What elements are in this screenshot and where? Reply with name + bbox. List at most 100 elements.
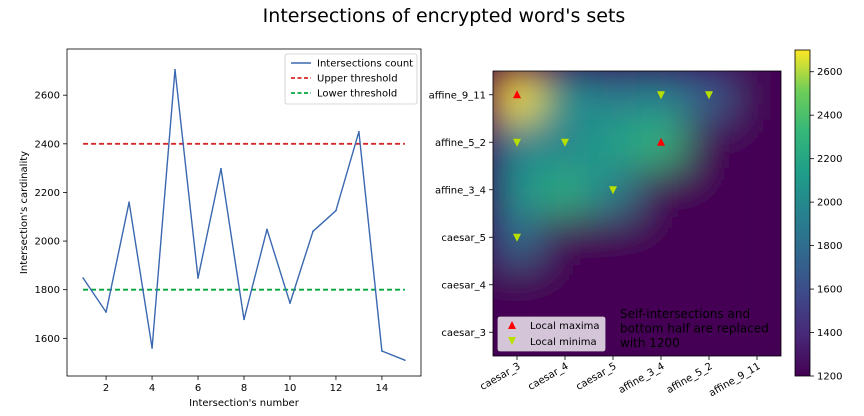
legend-minima-marker bbox=[508, 337, 516, 345]
intersections-count-point bbox=[128, 201, 130, 203]
local-minimum-marker bbox=[561, 138, 569, 147]
heatmap-cell bbox=[684, 260, 734, 310]
legend-label-upper: Upper threshold bbox=[317, 74, 398, 85]
line-xtick-label: 12 bbox=[330, 383, 343, 394]
heatmap-cell bbox=[684, 307, 734, 356]
heatmap-cell bbox=[493, 165, 542, 215]
colorbar-tick-label: 1600 bbox=[817, 285, 842, 296]
heatmap-annotation-line: bottom half are replaced bbox=[620, 322, 769, 336]
heatmap-ytick-label: affine_9_11 bbox=[429, 90, 486, 101]
heatmap-ytick-label: affine_3_4 bbox=[435, 185, 486, 196]
legend-label-minima: Local minima bbox=[530, 337, 597, 348]
heatmap-annotation-line: Self-intersections and bbox=[620, 307, 750, 321]
heatmap-xtick-label: caesar_4 bbox=[526, 361, 570, 393]
line-xtick-label: 4 bbox=[149, 383, 155, 394]
intersections-count-point bbox=[174, 68, 176, 71]
heatmap-cell bbox=[732, 165, 781, 215]
heatmap-cell bbox=[588, 260, 638, 310]
legend-label-lower: Lower threshold bbox=[317, 89, 397, 100]
line-legend: Intersections count Upper threshold Lowe… bbox=[284, 53, 418, 105]
line-ytick-label: 2000 bbox=[35, 237, 60, 248]
legend-maxima-marker bbox=[508, 321, 516, 329]
heatmap-chart: caesar_3 caesar_4 caesar_5affine_3_4affine… bbox=[429, 49, 842, 399]
colorbar-tick-label: 2000 bbox=[817, 198, 842, 209]
heatmap-ytick-label: caesar_4 bbox=[441, 280, 486, 291]
local-minimum-marker bbox=[609, 186, 617, 195]
local-maximum-marker bbox=[513, 90, 521, 99]
line-ytick-label: 2400 bbox=[35, 139, 60, 150]
heatmap-cell bbox=[588, 117, 638, 167]
local-minimum-marker bbox=[513, 138, 521, 147]
colorbar-tick-label: 2200 bbox=[817, 154, 842, 165]
intersections-count-point bbox=[266, 228, 268, 231]
figure-title: Intersections of encrypted word's sets bbox=[263, 5, 626, 27]
heatmap-xtick-label: caesar_5 bbox=[574, 361, 618, 393]
line-ytick-label: 2600 bbox=[35, 91, 60, 102]
intersections-count-point bbox=[220, 167, 222, 170]
colorbar-tick-label: 1200 bbox=[817, 372, 842, 383]
legend-label-maxima: Local maxima bbox=[530, 321, 600, 332]
line-legend-box bbox=[284, 53, 418, 105]
heatmap-cell bbox=[732, 307, 781, 356]
line-chart: 2 4 6 8 10 12 14 1600 1800 2000 2200 2400 2600 Inter… bbox=[19, 48, 422, 409]
heatmap-cell bbox=[732, 117, 781, 167]
heatmap-xtick-label: caesar_3 bbox=[478, 361, 522, 393]
heatmap-cell bbox=[636, 260, 686, 310]
intersections-count-point bbox=[151, 347, 153, 349]
line-xtick-label: 14 bbox=[376, 383, 389, 394]
heatmap-cell bbox=[636, 165, 686, 215]
heatmap-cell bbox=[684, 212, 734, 262]
heatmap-cell bbox=[588, 71, 638, 120]
colorbar-tick-label: 2400 bbox=[817, 111, 842, 122]
legend-label-intersections: Intersections count bbox=[317, 59, 413, 70]
heatmap-legend-box bbox=[497, 316, 606, 352]
heatmap-ytick-label: caesar_3 bbox=[441, 328, 486, 339]
line-xlabel: Intersection's number bbox=[189, 398, 300, 409]
intersections-count-point bbox=[105, 311, 107, 313]
local-minimum-marker bbox=[513, 233, 521, 242]
line-xtick-label: 8 bbox=[241, 383, 247, 394]
colorbar-tick-label: 2600 bbox=[817, 67, 842, 78]
colorbar bbox=[794, 49, 811, 377]
line-ytick-label: 2200 bbox=[35, 188, 60, 199]
colorbar-tick-label: 1800 bbox=[817, 241, 842, 252]
local-minimum-marker bbox=[657, 91, 665, 100]
heatmap-ytick-label: affine_5_2 bbox=[435, 138, 486, 149]
colorbar-tick-label: 1400 bbox=[817, 328, 842, 339]
heatmap-cell bbox=[684, 117, 734, 167]
line-ytick-label: 1600 bbox=[35, 334, 60, 345]
intersections-count-point bbox=[381, 350, 383, 352]
local-maximum-marker bbox=[657, 137, 665, 146]
heatmap-cell bbox=[732, 260, 781, 310]
line-ytick-label: 1800 bbox=[35, 285, 60, 296]
heatmap-frame bbox=[492, 70, 782, 357]
heatmap-annotation-line: with 1200 bbox=[620, 336, 680, 350]
line-ylabel: Intersection's cardinality bbox=[19, 151, 30, 274]
local-minimum-marker bbox=[705, 91, 713, 100]
line-xtick-label: 6 bbox=[195, 383, 201, 394]
heatmap-ytick-label: caesar_5 bbox=[441, 233, 486, 244]
heatmap-xtick-label: affine_9_11 bbox=[707, 361, 762, 399]
heatmap-legend: Local maxima Local minima bbox=[497, 316, 606, 352]
heatmap-cell bbox=[636, 212, 686, 262]
intersections-count-point bbox=[197, 277, 199, 279]
heatmap-cell bbox=[732, 212, 781, 262]
intersections-count-point bbox=[289, 302, 291, 304]
heatmap-cell bbox=[540, 260, 590, 310]
heatmap-cell bbox=[493, 260, 542, 310]
heatmap-cell bbox=[588, 212, 638, 262]
heatmap-cell bbox=[684, 165, 734, 215]
intersections-count-point bbox=[335, 209, 337, 212]
heatmap-xtick-label: affine_3_4 bbox=[617, 361, 667, 396]
heatmap-cell bbox=[540, 212, 590, 262]
intersections-count-point bbox=[312, 230, 314, 233]
heatmap-cell bbox=[540, 165, 590, 215]
heatmap-cell bbox=[732, 71, 781, 120]
intersections-count-point bbox=[243, 318, 245, 321]
line-xtick-label: 2 bbox=[103, 383, 109, 394]
intersections-count-point bbox=[404, 359, 406, 361]
intersections-count-point bbox=[82, 277, 84, 279]
heatmap-cell bbox=[636, 307, 686, 356]
heatmap-cell bbox=[540, 71, 590, 120]
